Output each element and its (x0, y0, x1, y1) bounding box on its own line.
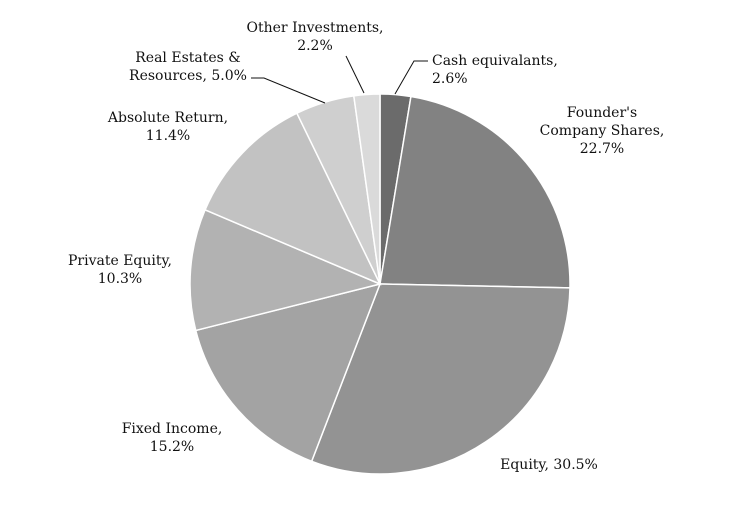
leader-line (345, 55, 365, 94)
pie-slice (352, 93, 381, 285)
slice-label-line: Real Estates & (135, 50, 241, 66)
leader-line (251, 77, 326, 104)
pie-slice (189, 208, 383, 332)
slice-label: Founder's Company Shares, 22.7% (540, 105, 665, 157)
slice-label-line: Private Equity, (68, 253, 172, 269)
slice-label-line: 10.3% (98, 271, 142, 287)
slice-label: Private Equity, 10.3% (68, 253, 172, 287)
slice-label-line: 22.7% (580, 141, 624, 157)
leader-lines (251, 55, 428, 104)
pie-slices (189, 93, 571, 475)
slice-label: Real Estates & Resources, 5.0% (129, 50, 247, 84)
pie-slice (204, 112, 382, 286)
slice-label-line: Absolute Return, (107, 110, 228, 126)
slice-label-line: Other Investments, (247, 20, 384, 36)
slice-label-line: Founder's (567, 105, 637, 121)
slice-label: Fixed Income, 15.2% (122, 421, 223, 455)
slice-label-line: 2.2% (297, 38, 333, 54)
pie-slice (379, 95, 571, 289)
slice-labels: Cash equivalants, 2.6% Founder's Company Sh… (68, 20, 664, 473)
slice-label-line: Cash equivalants, (432, 53, 558, 69)
slice-label-line: Equity, 30.5% (500, 457, 598, 473)
slice-label-line: 15.2% (150, 439, 194, 455)
slice-label-line: 11.4% (146, 128, 190, 144)
slice-label: Absolute Return, 11.4% (107, 110, 228, 144)
slice-label: Equity, 30.5% (500, 457, 598, 473)
slice-label-line: Fixed Income, (122, 421, 223, 437)
slice-label-line: Company Shares, (540, 123, 665, 139)
pie-slice (310, 283, 571, 475)
pie-slice (194, 282, 382, 463)
slice-label-line: Resources, 5.0% (129, 68, 247, 84)
slice-label: Other Investments, 2.2% (247, 20, 384, 54)
slice-label: Cash equivalants, 2.6% (432, 53, 558, 87)
leader-line (394, 60, 428, 95)
slice-label-line: 2.6% (432, 71, 468, 87)
